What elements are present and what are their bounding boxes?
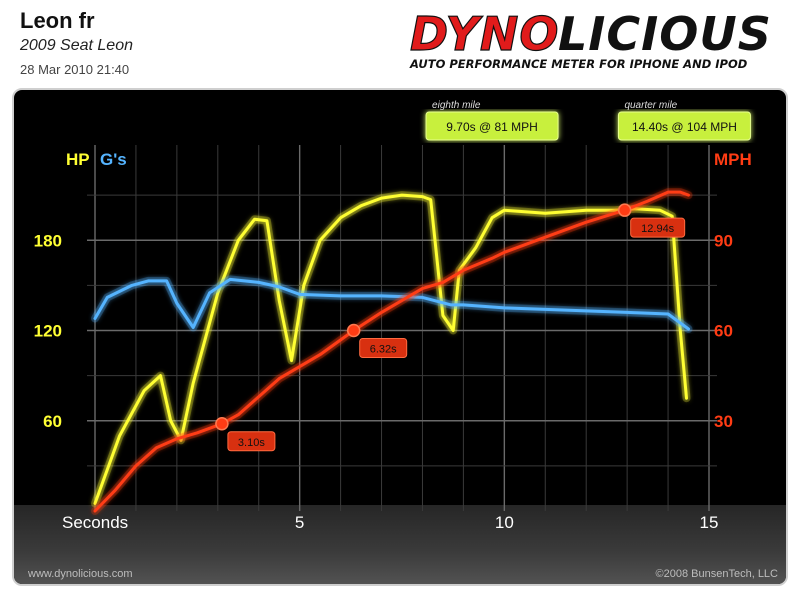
split-label-box xyxy=(227,431,276,452)
split-label-box xyxy=(630,217,686,238)
vehicle-model: 2009 Seat Leon xyxy=(20,37,133,54)
series-line xyxy=(93,190,690,513)
footer-copyright: ©2008 BunsenTech, LLC xyxy=(655,568,778,580)
footer-website[interactable]: www.dynolicious.com xyxy=(28,568,133,580)
split-label-box xyxy=(359,338,408,358)
chart-grid xyxy=(87,145,717,511)
milestone-label: 9.70s @ 81 MPH xyxy=(446,120,538,134)
split-dot xyxy=(617,203,632,217)
vehicle-name: Leon fr xyxy=(20,8,95,33)
split-label: 3.10s xyxy=(238,437,265,449)
milestone-caption: eighth mile xyxy=(432,100,481,111)
split-dot xyxy=(346,323,361,338)
split-label: 6.32s xyxy=(370,344,397,356)
x-tick-label: 5 xyxy=(295,513,304,532)
right-tick-label: 60 xyxy=(714,322,733,341)
x-tick-label: 15 xyxy=(700,513,719,532)
dynolicious-logo: DYNO LICIOUS AUTO PERFORMANCE METER FOR … xyxy=(409,8,772,71)
left-tick-label: 120 xyxy=(34,322,62,341)
logo-brand-red: DYNO xyxy=(410,8,560,61)
graph-floor xyxy=(14,505,786,584)
series-line xyxy=(93,193,688,505)
dyno-chart: eighth mile 9.70s @ 81 MPH quarter mile 14.… xyxy=(34,100,752,532)
dyno-graph-panel: eighth mile 9.70s @ 81 MPH quarter mile 14.… xyxy=(12,88,788,586)
right-tick-label: 90 xyxy=(714,231,733,250)
left-tick-label: 180 xyxy=(34,231,62,250)
left-axis-title-hp: HP xyxy=(66,150,90,169)
right-axis-title: MPH xyxy=(714,150,752,169)
right-tick-label: 30 xyxy=(714,412,733,431)
x-tick-label: 10 xyxy=(495,513,514,532)
axis-labels: HP G's MPH 60 120 180 30 60 90 Seconds 5 10 15 xyxy=(34,150,752,532)
split-markers: 3.10s 6.32s 12.94s xyxy=(215,203,686,452)
milestone-box xyxy=(617,111,751,141)
series-line xyxy=(93,277,690,331)
milestone-caption: quarter mile xyxy=(624,100,677,111)
chart-series xyxy=(91,188,693,515)
milestone-label: 14.40s @ 104 MPH xyxy=(632,120,737,134)
logo-brand-black: LICIOUS xyxy=(558,8,772,61)
run-timestamp: 28 Mar 2010 21:40 xyxy=(20,62,130,77)
milestone-lines: eighth mile 9.70s @ 81 MPH quarter mile 14.… xyxy=(425,100,751,511)
logo-tagline: AUTO PERFORMANCE METER FOR IPHONE AND IP… xyxy=(409,57,748,71)
left-tick-label: 60 xyxy=(43,412,62,431)
left-axis-title-gs: G's xyxy=(100,150,127,169)
split-label: 12.94s xyxy=(641,223,675,235)
x-axis-title: Seconds xyxy=(62,513,128,532)
milestone-box xyxy=(425,111,559,141)
split-dot xyxy=(215,417,229,431)
